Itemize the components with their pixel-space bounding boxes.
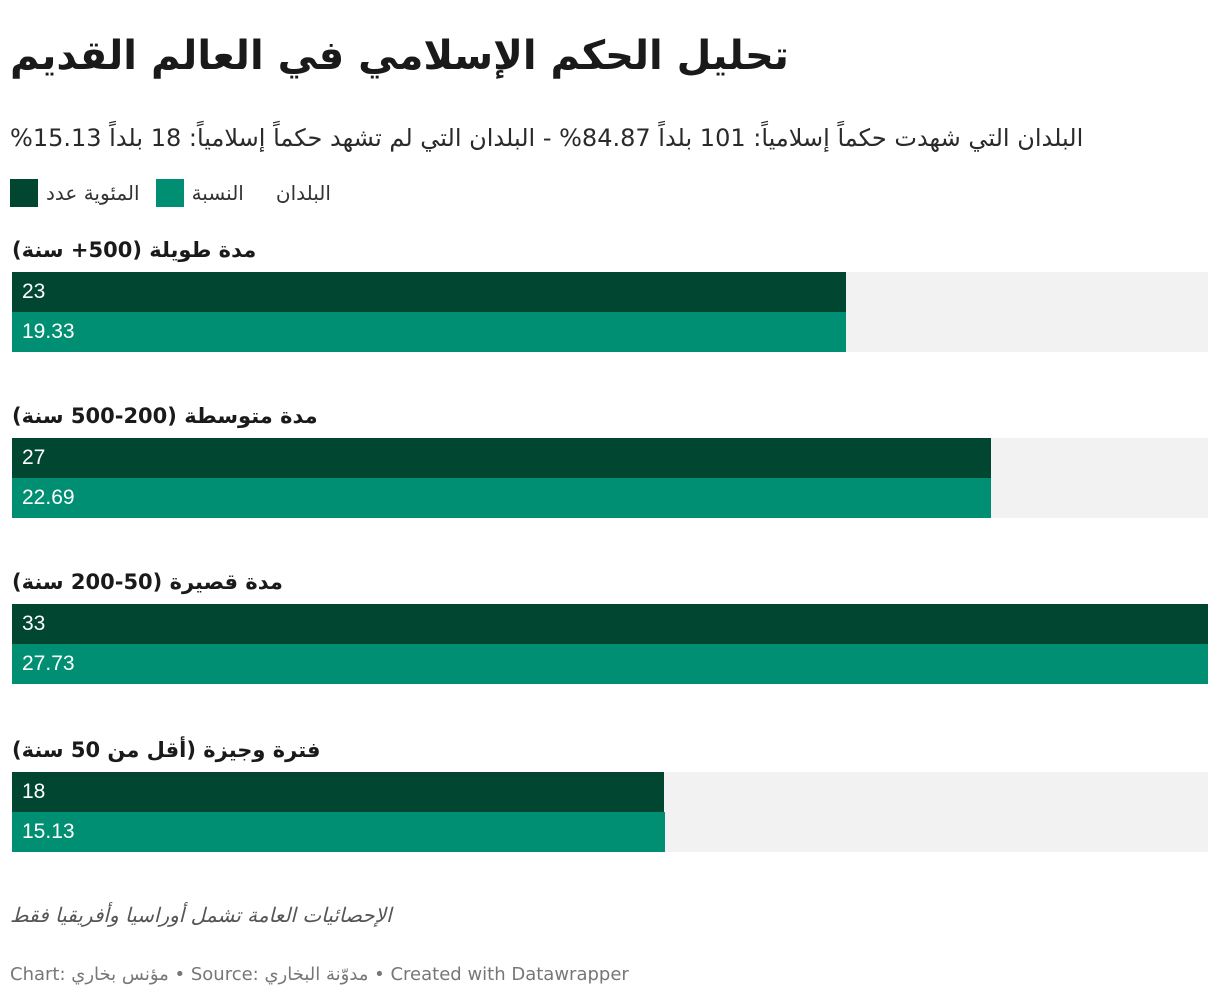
- legend-swatch-light: [155, 179, 184, 207]
- data-label: 19.33: [22, 320, 75, 343]
- data-label: 22.69: [22, 486, 75, 509]
- category-label: فترة وجيزة (أقل من 50 سنة): [12, 738, 321, 762]
- bar-percent: [12, 644, 1208, 684]
- category-label: مدة طويلة (500+ سنة): [12, 238, 257, 262]
- bar-count: [12, 272, 846, 312]
- bar-track: [12, 438, 1208, 518]
- bar-count: [12, 604, 1208, 644]
- data-label: 15.13: [22, 820, 75, 843]
- data-label: 33: [22, 612, 46, 635]
- bar-track: [12, 604, 1208, 684]
- bar-count: [12, 438, 991, 478]
- data-label: 23: [22, 280, 46, 303]
- data-label: 18: [22, 780, 46, 803]
- category-label: مدة قصيرة (50-200 سنة): [12, 570, 283, 594]
- chart-footer: Chart: مؤنس بخاري • Source: مدوّنة البخا…: [10, 964, 629, 985]
- legend-swatch-dark: [10, 179, 38, 207]
- legend-label-percent: النسبة: [191, 181, 244, 205]
- chart-note: الإحصائيات العامة تشمل أوراسيا وأفريقيا …: [10, 903, 392, 927]
- chart-subtitle: %البلدان التي شهدت حكماً إسلامياً: 101 ب…: [10, 124, 1084, 152]
- bar-count: [12, 772, 665, 812]
- bar-percent: [12, 478, 991, 518]
- bar-track: [12, 272, 1208, 352]
- bar-percent: [12, 312, 846, 352]
- legend-label-count: المئوية عدد: [46, 181, 140, 205]
- chart-title: تحليل الحكم الإسلامي في العالم القديم: [10, 33, 789, 79]
- legend: المئوية عدد النسبة البلدان: [10, 176, 339, 210]
- category-label: مدة متوسطة (200-500 سنة): [12, 404, 318, 428]
- data-label: 27: [22, 446, 46, 469]
- bar-percent: [12, 812, 665, 852]
- bar-track: [12, 772, 1208, 852]
- data-label: 27.73: [22, 652, 75, 675]
- legend-label-countries: البلدان: [275, 181, 331, 205]
